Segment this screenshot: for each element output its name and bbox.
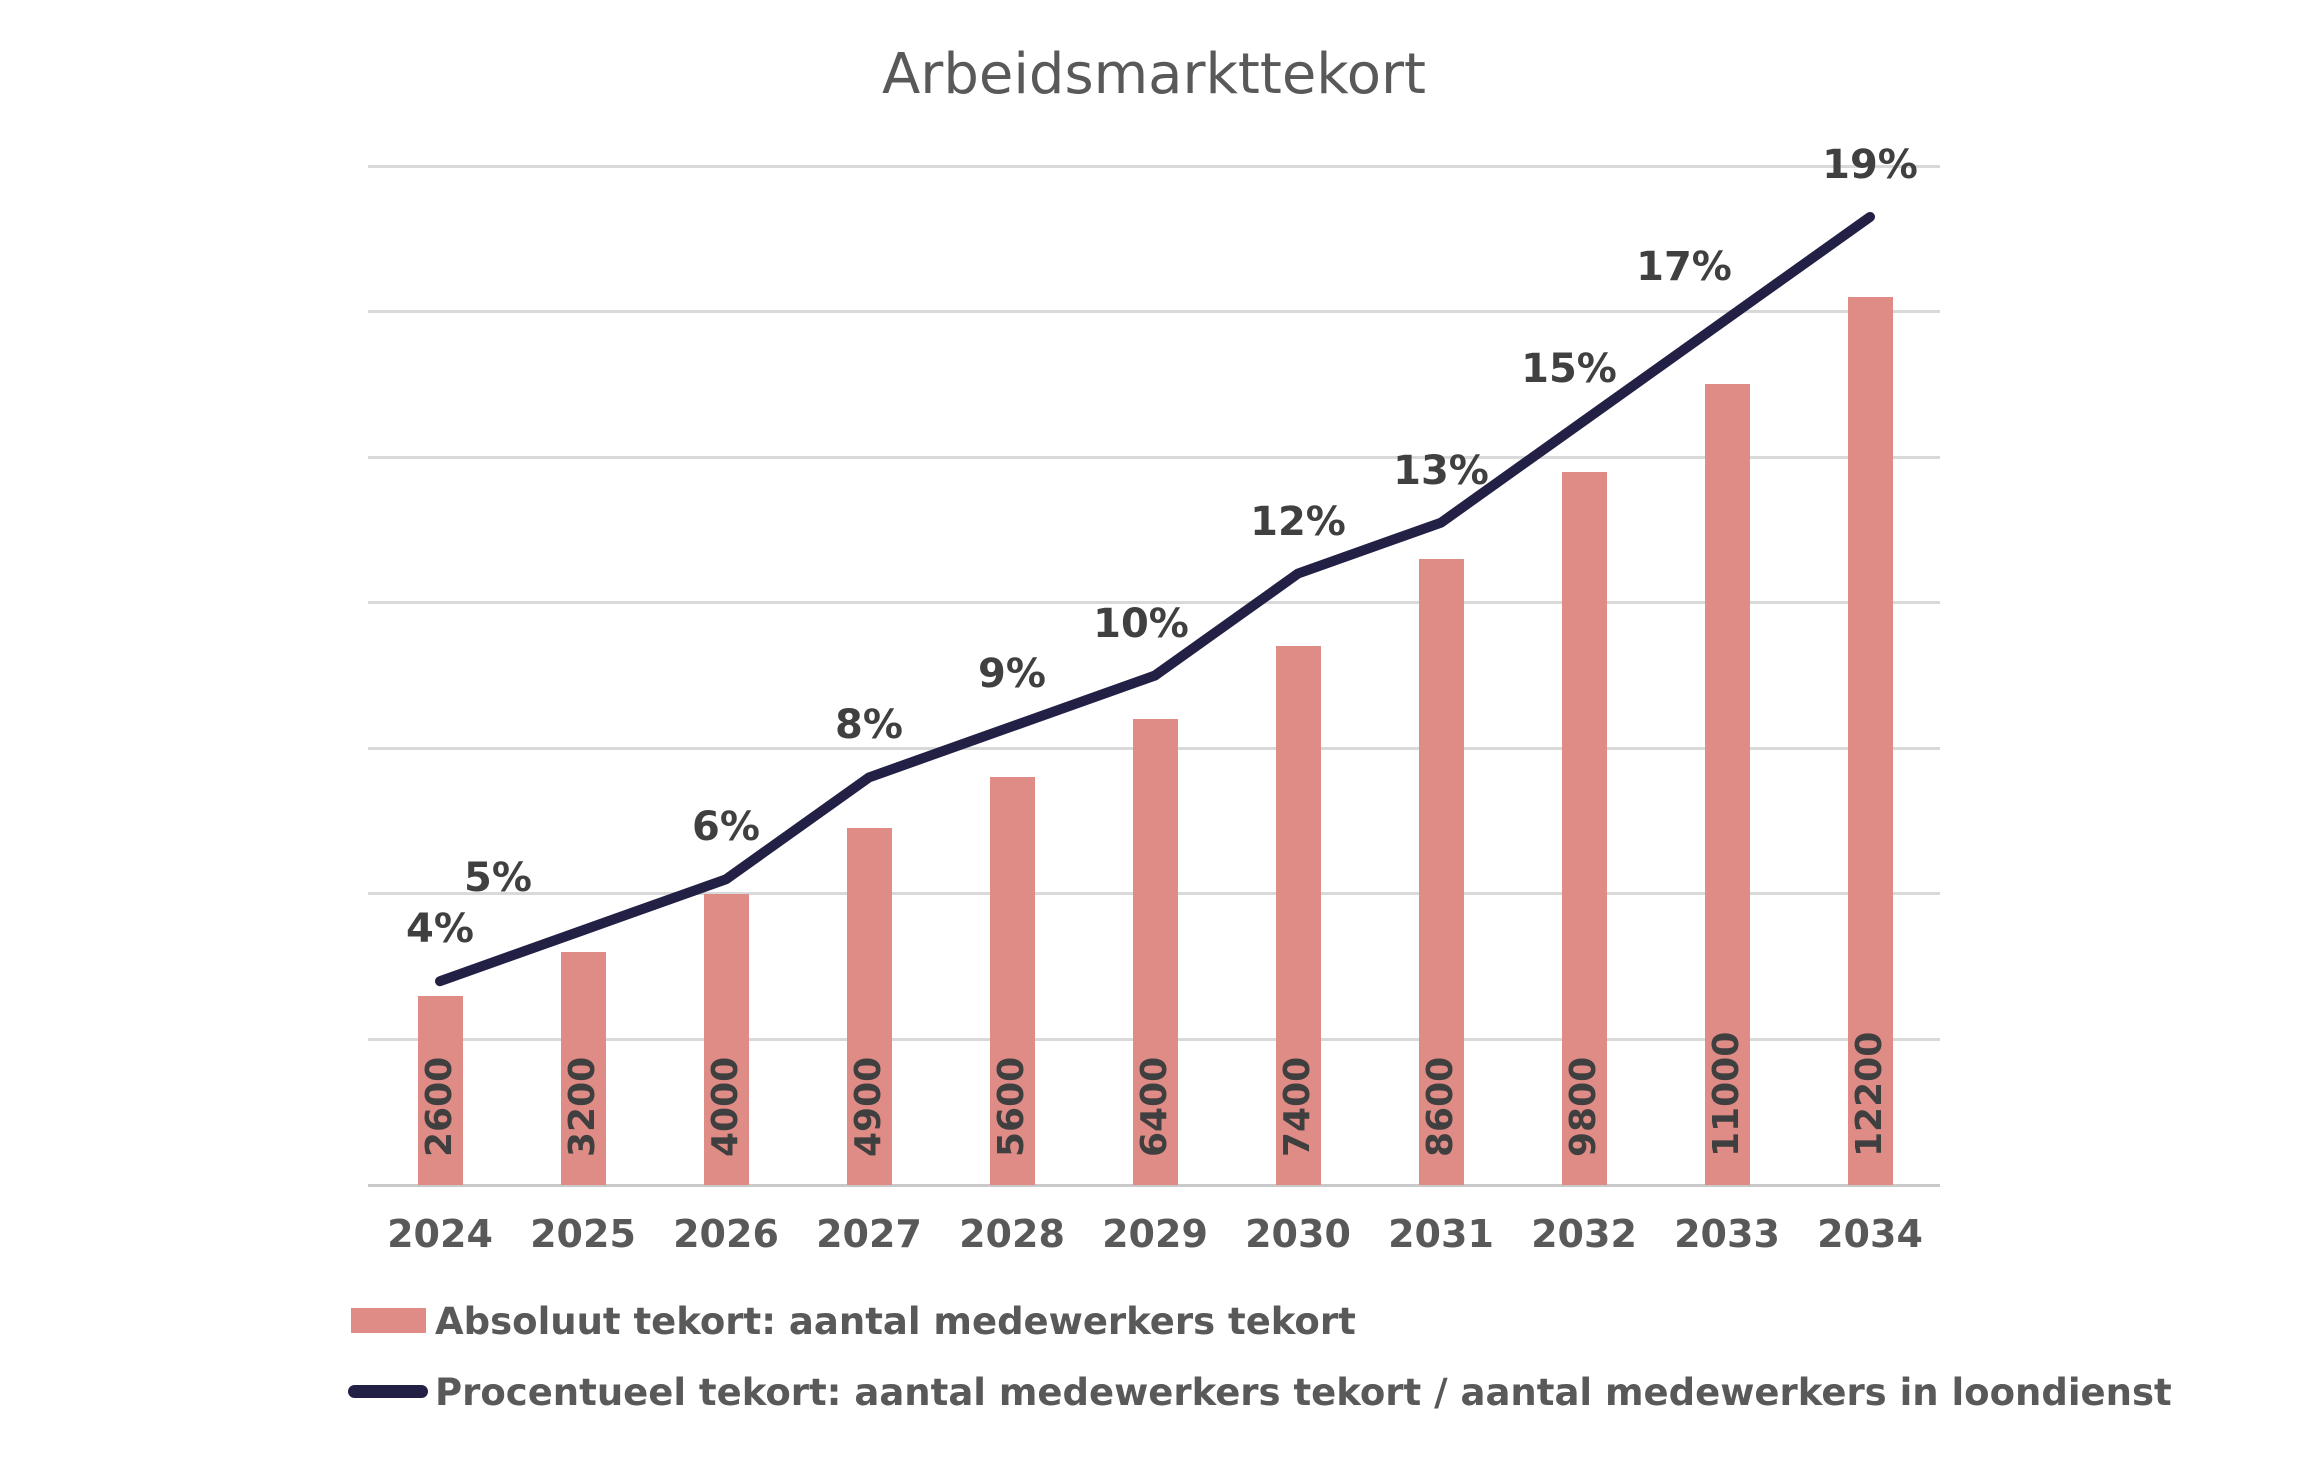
percent-label-2025: 5%	[464, 855, 532, 902]
x-axis-label-2029: 2029	[1102, 1212, 1208, 1256]
bar-2027	[846, 828, 892, 1185]
x-axis-label-2025: 2025	[530, 1212, 636, 1256]
gridline	[368, 455, 1940, 459]
x-axis-label-2028: 2028	[959, 1212, 1065, 1256]
percent-label-2030: 12%	[1250, 498, 1346, 545]
percent-line-path	[435, 211, 1875, 987]
x-axis-label-2034: 2034	[1817, 1212, 1923, 1256]
x-axis-label-2027: 2027	[816, 1212, 922, 1256]
bar-2034	[1847, 297, 1893, 1185]
percent-label-2032: 15%	[1521, 345, 1617, 392]
gridline	[368, 601, 1940, 605]
bar-2028	[989, 777, 1035, 1185]
legend-item-percentage-shortage: Procentueel tekort: aantal medewerkers t…	[435, 1371, 2172, 1414]
percent-label-2033: 17%	[1636, 243, 1732, 290]
bar-2024	[417, 995, 463, 1185]
percent-label-2027: 8%	[835, 702, 903, 749]
legend-item-absolute-shortage: Absoluut tekort: aantal medewerkers teko…	[435, 1300, 1356, 1343]
percent-line	[435, 211, 1875, 987]
legend-line-swatch-icon	[348, 1385, 428, 1398]
bar-2033	[1704, 384, 1750, 1185]
bar-2029	[1132, 719, 1178, 1185]
percent-label-2031: 13%	[1393, 447, 1489, 494]
x-axis-label-2026: 2026	[673, 1212, 779, 1256]
percent-label-2034: 19%	[1822, 141, 1918, 188]
gridline	[368, 310, 1940, 314]
x-axis-label-2031: 2031	[1388, 1212, 1494, 1256]
plot-area: 2600 2024 3200 2025 4000 2026 4900 2027 5600 2028…	[368, 142, 1940, 1256]
bar-2032	[1561, 471, 1607, 1185]
percent-label-2028: 9%	[978, 651, 1046, 698]
bar-2030	[1275, 646, 1321, 1185]
bar-2031	[1418, 559, 1464, 1185]
chart-title: Arbeidsmarkttekort	[882, 42, 1426, 107]
bar-2026	[703, 893, 749, 1185]
percent-label-2024: 4%	[406, 906, 474, 953]
gridline	[368, 164, 1940, 168]
percent-label-2029: 10%	[1093, 600, 1189, 647]
legend-bar-swatch-icon	[351, 1308, 426, 1333]
x-axis-line	[368, 1184, 1940, 1187]
bar-2025	[560, 952, 606, 1185]
x-axis-label-2024: 2024	[387, 1212, 493, 1256]
x-axis-label-2033: 2033	[1674, 1212, 1780, 1256]
x-axis-label-2030: 2030	[1245, 1212, 1351, 1256]
x-axis-label-2032: 2032	[1531, 1212, 1637, 1256]
percent-label-2026: 6%	[692, 804, 760, 851]
